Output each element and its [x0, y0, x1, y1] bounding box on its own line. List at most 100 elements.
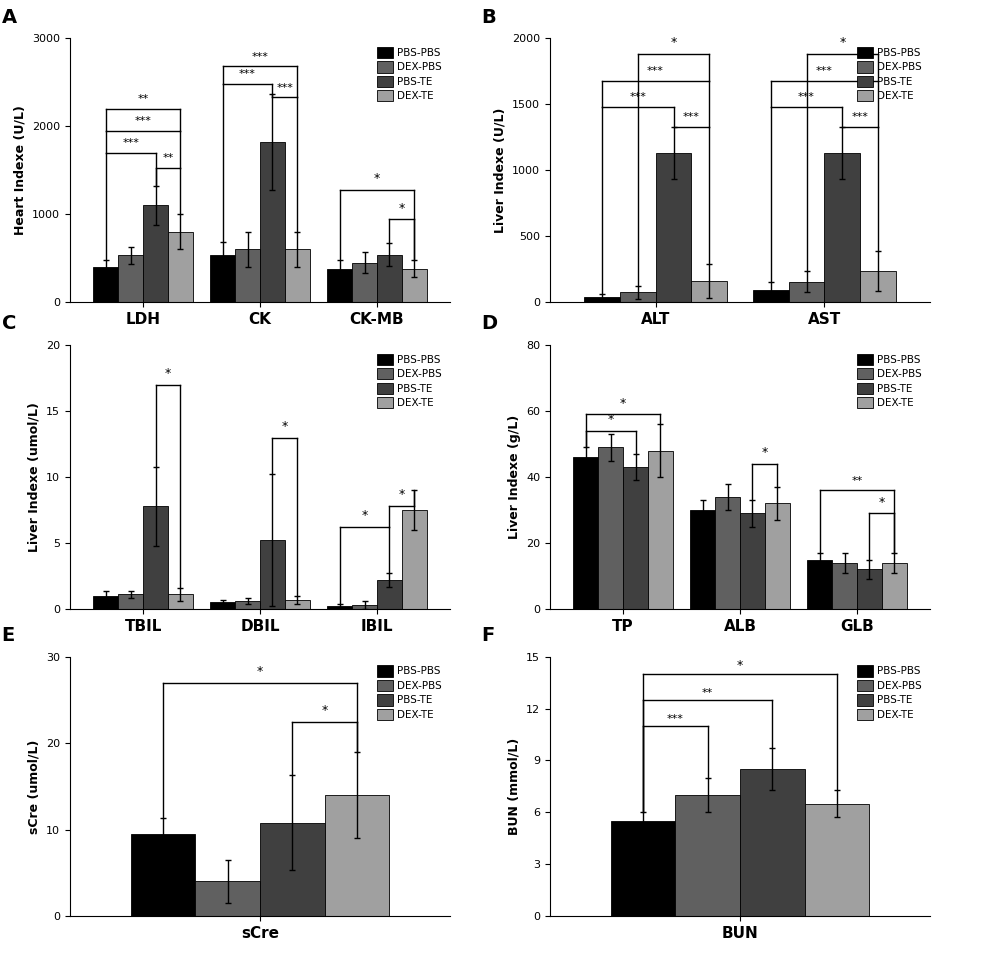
Legend: PBS-PBS, DEX-PBS, PBS-TE, DEX-TE: PBS-PBS, DEX-PBS, PBS-TE, DEX-TE	[374, 662, 445, 723]
Text: **: **	[162, 152, 174, 163]
Bar	[807, 559, 832, 609]
Text: *: *	[737, 660, 743, 672]
Y-axis label: Heart Indexe (U/L): Heart Indexe (U/L)	[14, 105, 27, 235]
Bar	[573, 457, 598, 609]
Bar	[131, 833, 195, 916]
Text: **: **	[851, 476, 863, 485]
Bar	[93, 596, 118, 609]
Text: *: *	[374, 172, 380, 185]
Bar	[620, 292, 656, 302]
Text: *: *	[399, 488, 405, 502]
Text: *: *	[165, 367, 171, 380]
Bar	[402, 269, 427, 302]
Legend: PBS-PBS, DEX-PBS, PBS-TE, DEX-TE: PBS-PBS, DEX-PBS, PBS-TE, DEX-TE	[854, 350, 925, 411]
Bar	[143, 205, 168, 302]
Text: ***: ***	[798, 92, 815, 103]
Legend: PBS-PBS, DEX-PBS, PBS-TE, DEX-TE: PBS-PBS, DEX-PBS, PBS-TE, DEX-TE	[854, 43, 925, 105]
Bar	[598, 448, 623, 609]
Bar	[675, 795, 740, 916]
Text: ***: ***	[683, 112, 700, 122]
Text: **: **	[702, 689, 713, 698]
Bar	[611, 821, 675, 916]
Bar	[648, 451, 673, 609]
Bar	[352, 605, 377, 609]
Bar	[715, 497, 740, 609]
Bar	[235, 249, 260, 302]
Bar	[210, 602, 235, 609]
Bar	[857, 570, 882, 609]
Text: ***: ***	[135, 116, 152, 126]
Text: *: *	[670, 36, 677, 50]
Bar	[623, 467, 648, 609]
Bar	[260, 541, 285, 609]
Text: *: *	[762, 446, 768, 459]
Text: C: C	[2, 315, 16, 334]
Text: *: *	[257, 666, 263, 678]
Bar	[789, 282, 824, 302]
Bar	[285, 599, 310, 609]
Text: ***: ***	[122, 138, 139, 148]
Text: **: **	[137, 94, 149, 104]
Y-axis label: BUN (mmol/L): BUN (mmol/L)	[508, 737, 521, 835]
Text: ***: ***	[239, 69, 256, 80]
Text: E: E	[2, 626, 15, 645]
Bar	[805, 804, 869, 916]
Bar	[93, 267, 118, 302]
Y-axis label: Liver Indexe (umol/L): Liver Indexe (umol/L)	[28, 402, 41, 552]
Text: *: *	[879, 496, 885, 508]
Bar	[832, 563, 857, 609]
Bar	[168, 232, 193, 302]
Bar	[377, 254, 402, 302]
Text: *: *	[399, 201, 405, 215]
Bar	[656, 153, 691, 302]
Bar	[118, 255, 143, 302]
Bar	[753, 291, 789, 302]
Bar	[285, 249, 310, 302]
Bar	[235, 601, 260, 609]
Text: *: *	[608, 413, 614, 426]
Text: ***: ***	[647, 66, 664, 76]
Bar	[143, 506, 168, 609]
Text: ***: ***	[667, 714, 684, 724]
Text: ***: ***	[852, 112, 869, 122]
Text: ***: ***	[816, 66, 833, 76]
Text: *: *	[839, 36, 846, 50]
Legend: PBS-PBS, DEX-PBS, PBS-TE, DEX-TE: PBS-PBS, DEX-PBS, PBS-TE, DEX-TE	[374, 43, 445, 105]
Bar	[691, 281, 727, 302]
Y-axis label: Liver Indexe (g/L): Liver Indexe (g/L)	[508, 415, 521, 539]
Text: F: F	[482, 626, 495, 645]
Bar	[210, 255, 235, 302]
Bar	[260, 142, 285, 302]
Bar	[327, 606, 352, 609]
Bar	[824, 153, 860, 302]
Text: ***: ***	[276, 82, 293, 92]
Legend: PBS-PBS, DEX-PBS, PBS-TE, DEX-TE: PBS-PBS, DEX-PBS, PBS-TE, DEX-TE	[374, 350, 445, 411]
Bar	[740, 513, 765, 609]
Bar	[352, 263, 377, 302]
Y-axis label: Liver Indexe (U/L): Liver Indexe (U/L)	[494, 107, 507, 233]
Bar	[740, 769, 805, 916]
Text: *: *	[361, 509, 368, 523]
Text: *: *	[620, 397, 626, 409]
Bar	[402, 510, 427, 609]
Bar	[327, 269, 352, 302]
Bar	[860, 271, 896, 302]
Bar	[168, 595, 193, 609]
Text: *: *	[321, 704, 328, 717]
Y-axis label: sCre (umol/L): sCre (umol/L)	[28, 739, 41, 833]
Legend: PBS-PBS, DEX-PBS, PBS-TE, DEX-TE: PBS-PBS, DEX-PBS, PBS-TE, DEX-TE	[854, 662, 925, 723]
Text: ***: ***	[252, 52, 268, 61]
Bar	[882, 563, 907, 609]
Bar	[584, 297, 620, 302]
Bar	[377, 580, 402, 609]
Text: D: D	[482, 315, 498, 334]
Text: A: A	[2, 8, 17, 27]
Bar	[260, 823, 325, 916]
Bar	[765, 503, 790, 609]
Bar	[195, 881, 260, 916]
Text: *: *	[282, 420, 288, 433]
Bar	[690, 510, 715, 609]
Text: ***: ***	[629, 92, 646, 103]
Bar	[118, 595, 143, 609]
Bar	[325, 795, 389, 916]
